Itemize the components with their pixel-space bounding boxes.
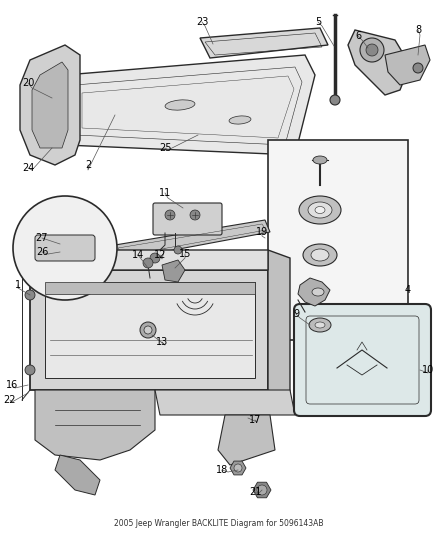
Circle shape	[330, 95, 340, 105]
Circle shape	[257, 485, 267, 495]
Circle shape	[13, 196, 117, 300]
Bar	[45, 282, 255, 294]
Ellipse shape	[311, 249, 329, 261]
Text: 22: 22	[4, 395, 16, 405]
Text: 14: 14	[132, 250, 144, 260]
Text: 12: 12	[154, 250, 166, 260]
Polygon shape	[348, 30, 410, 95]
Ellipse shape	[299, 196, 341, 224]
Circle shape	[413, 63, 423, 73]
Ellipse shape	[313, 156, 327, 164]
Text: 23: 23	[196, 17, 208, 27]
Polygon shape	[230, 461, 246, 475]
Text: 25: 25	[159, 143, 171, 153]
Polygon shape	[55, 455, 100, 495]
Ellipse shape	[229, 116, 251, 124]
Circle shape	[140, 322, 156, 338]
Text: 8: 8	[415, 25, 421, 35]
Circle shape	[25, 290, 35, 300]
Text: 5: 5	[315, 17, 321, 27]
Text: 21: 21	[249, 487, 261, 497]
Ellipse shape	[315, 322, 325, 328]
Circle shape	[25, 365, 35, 375]
Circle shape	[144, 326, 152, 334]
Text: 26: 26	[36, 247, 48, 257]
Ellipse shape	[315, 206, 325, 214]
Circle shape	[360, 38, 384, 62]
Bar	[268, 140, 408, 340]
Text: 17: 17	[249, 415, 261, 425]
Circle shape	[174, 246, 182, 254]
Ellipse shape	[312, 288, 324, 296]
FancyBboxPatch shape	[294, 304, 431, 416]
FancyBboxPatch shape	[153, 203, 222, 235]
Polygon shape	[298, 278, 330, 306]
Polygon shape	[20, 45, 80, 165]
Polygon shape	[253, 482, 271, 498]
Polygon shape	[65, 55, 315, 155]
Text: 24: 24	[22, 163, 34, 173]
Text: 1: 1	[15, 280, 21, 290]
Text: 18: 18	[216, 465, 228, 475]
Polygon shape	[45, 282, 255, 378]
Text: 9: 9	[293, 309, 299, 319]
Text: 19: 19	[256, 227, 268, 237]
Circle shape	[165, 210, 175, 220]
Polygon shape	[218, 415, 275, 465]
Text: 27: 27	[36, 233, 48, 243]
Polygon shape	[385, 45, 430, 85]
Polygon shape	[162, 260, 185, 282]
Polygon shape	[268, 250, 290, 398]
Polygon shape	[200, 28, 328, 58]
Ellipse shape	[165, 100, 195, 110]
Circle shape	[143, 258, 153, 268]
Polygon shape	[32, 62, 68, 148]
Text: 2: 2	[85, 160, 91, 170]
Text: 4: 4	[405, 285, 411, 295]
Ellipse shape	[308, 202, 332, 218]
Text: 10: 10	[422, 365, 434, 375]
Circle shape	[150, 253, 160, 263]
Text: 20: 20	[22, 78, 34, 88]
Text: 15: 15	[179, 249, 191, 259]
Polygon shape	[115, 220, 270, 260]
Text: 11: 11	[159, 188, 171, 198]
Text: 6: 6	[355, 31, 361, 41]
Text: 2005 Jeep Wrangler BACKLITE Diagram for 5096143AB: 2005 Jeep Wrangler BACKLITE Diagram for …	[114, 519, 324, 528]
Polygon shape	[30, 270, 268, 390]
Circle shape	[190, 210, 200, 220]
Polygon shape	[35, 390, 155, 460]
Text: 16: 16	[6, 380, 18, 390]
Circle shape	[234, 464, 242, 472]
Ellipse shape	[303, 244, 337, 266]
Circle shape	[366, 44, 378, 56]
Polygon shape	[30, 250, 268, 270]
Text: 13: 13	[156, 337, 168, 347]
FancyBboxPatch shape	[35, 235, 95, 261]
Polygon shape	[155, 390, 295, 415]
Ellipse shape	[309, 318, 331, 332]
